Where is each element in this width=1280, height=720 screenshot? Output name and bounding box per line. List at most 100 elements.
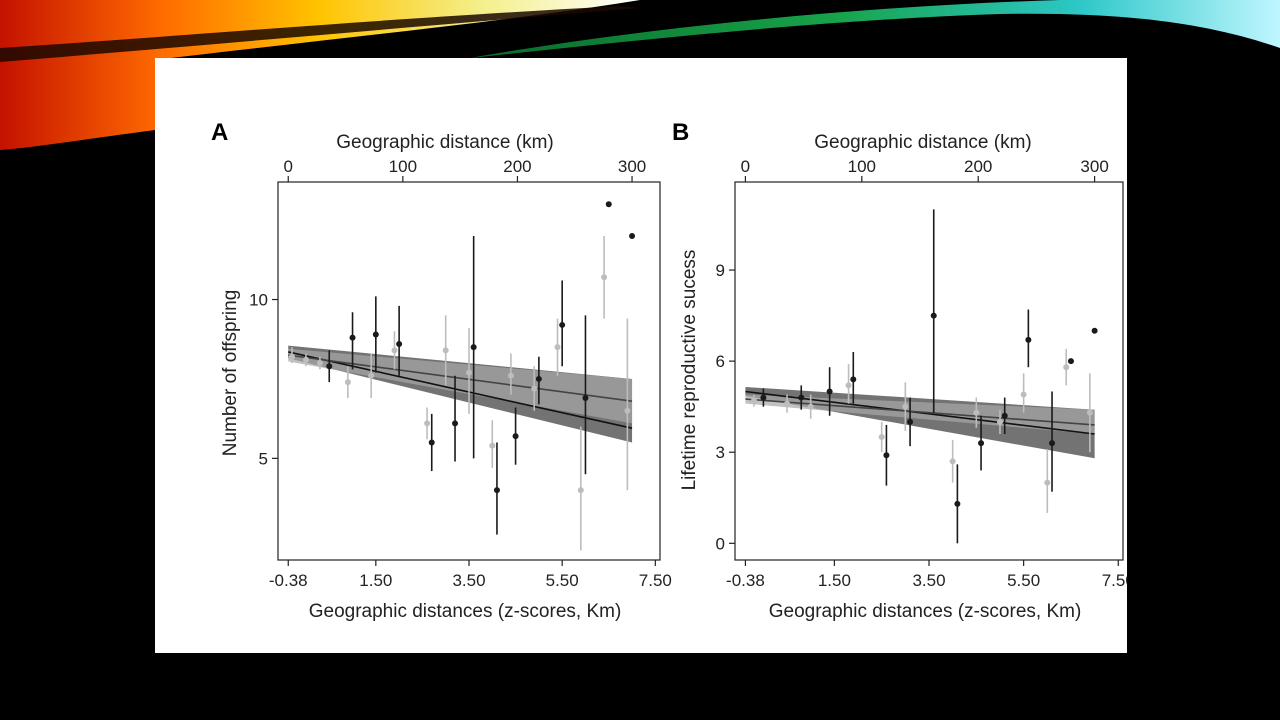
panel-a-point-1-5 bbox=[391, 347, 398, 354]
panel-a-y-tick-label-1: 10 bbox=[249, 291, 268, 310]
panel-a-point-0-3 bbox=[396, 341, 403, 347]
panel-a-y-tick-label-0: 5 bbox=[259, 449, 268, 468]
panel-b-x-tick-label-4: 7.50 bbox=[1102, 571, 1127, 590]
panel-b-point-1-4 bbox=[878, 434, 885, 441]
panel-a-point-0-2 bbox=[372, 331, 379, 338]
panel-a-fit-line-0 bbox=[288, 351, 633, 429]
panel-b-point-0-2 bbox=[826, 388, 833, 395]
banner-dark-stripe bbox=[0, 6, 640, 62]
panel-a-point-0-7 bbox=[493, 487, 500, 494]
panel-b-x-tick-label-0: -0.38 bbox=[726, 571, 765, 590]
panel-b-x2-tick-label-0: 0 bbox=[741, 157, 750, 176]
panel-a-x-tick-label-4: 7.50 bbox=[639, 571, 672, 590]
panel-b-point-1-8 bbox=[996, 418, 1003, 425]
panel-b-y-tick-label-0: 0 bbox=[716, 534, 725, 553]
chart-canvas: A Geographic distance (km) Geographic di… bbox=[211, 119, 1127, 622]
panel-a-point-0-12 bbox=[605, 201, 612, 208]
top-axis-title-a: Geographic distance (km) bbox=[336, 132, 554, 153]
panel-a-x-tick-label-0: -0.38 bbox=[269, 571, 308, 590]
panel-a-point-1-8 bbox=[466, 369, 472, 376]
panel-b-x2-tick-label-3: 300 bbox=[1080, 157, 1108, 176]
panel-a-point-0-0 bbox=[326, 363, 333, 370]
panel-b-point-0-10 bbox=[1025, 336, 1032, 343]
panel-b-point-1-3 bbox=[845, 382, 852, 389]
panel-b-point-0-13 bbox=[1091, 327, 1098, 334]
panel-a-point-1-9 bbox=[489, 442, 496, 449]
panel-b-point-1-7 bbox=[973, 409, 980, 416]
plot-area-a: -0.38 1.50 3.50 5.50 7.50 0 100 200 300 5 10 bbox=[249, 157, 672, 590]
panel-b-point-0-1 bbox=[798, 394, 805, 401]
panel-b-point-0-4 bbox=[883, 452, 890, 459]
banner-cool-swoosh bbox=[470, 0, 1280, 58]
panel-b-y-tick-label-1: 3 bbox=[716, 443, 725, 462]
panel-a-x-tick-label-2: 3.50 bbox=[452, 571, 485, 590]
panel-b-point-0-6 bbox=[930, 312, 937, 319]
panel-b-point-0-5 bbox=[907, 418, 914, 425]
panel-a-point-1-0 bbox=[288, 353, 295, 360]
panel-a-x2-tick-label-3: 300 bbox=[618, 157, 646, 176]
panel-b-point-1-9 bbox=[1020, 391, 1027, 398]
panel-b-point-1-0 bbox=[750, 397, 757, 404]
panel-a-point-1-1 bbox=[302, 356, 309, 363]
panel-a-point-0-1 bbox=[349, 334, 356, 341]
panel-b-point-1-11 bbox=[1063, 364, 1070, 371]
panel-b-point-1-10 bbox=[1044, 479, 1051, 486]
panel-a-point-1-3 bbox=[344, 379, 351, 386]
panel-b-y-tick-label-3: 9 bbox=[716, 261, 725, 280]
panel-a-point-1-2 bbox=[316, 360, 323, 367]
panel-a-x2-tick-label-1: 100 bbox=[389, 157, 417, 176]
panel-b-x-tick-label-3: 5.50 bbox=[1007, 571, 1040, 590]
panel-b-fit-line-1 bbox=[745, 398, 1095, 426]
bottom-axis-title-a: Geographic distances (z-scores, Km) bbox=[309, 601, 622, 622]
panel-a-ci-band-1 bbox=[288, 348, 633, 424]
panel-b-point-1-12 bbox=[1086, 409, 1093, 416]
panel-a-point-1-11 bbox=[531, 385, 538, 392]
panel-a-point-0-5 bbox=[452, 420, 459, 427]
panel-a-point-1-10 bbox=[507, 372, 514, 379]
panel-letter-a: A bbox=[211, 119, 228, 146]
panel-a-point-0-6 bbox=[470, 344, 477, 351]
panel-a-point-1-7 bbox=[442, 347, 449, 354]
panel-b: B Geographic distance (km) Geographic di… bbox=[672, 119, 1127, 622]
panel-a-point-0-10 bbox=[559, 321, 566, 328]
panel-a-point-0-4 bbox=[428, 439, 435, 446]
panel-a-point-1-4 bbox=[368, 372, 375, 379]
panel-b-x-tick-label-2: 3.50 bbox=[912, 571, 945, 590]
panel-b-y-tick-label-2: 6 bbox=[716, 352, 725, 371]
panel-a-point-0-9 bbox=[535, 375, 542, 382]
panel-a-x2-tick-label-2: 200 bbox=[503, 157, 531, 176]
panel-b-point-0-0 bbox=[760, 394, 767, 401]
panel-b-point-0-11 bbox=[1049, 440, 1056, 447]
panel-a-point-0-11 bbox=[582, 395, 589, 401]
panel-a-point-1-6 bbox=[424, 420, 431, 427]
panel-b-x2-tick-label-2: 200 bbox=[964, 157, 992, 176]
y-axis-title-a: Number of offspring bbox=[220, 290, 241, 457]
panel-a-point-1-13 bbox=[577, 487, 584, 494]
panel-b-point-0-9 bbox=[1001, 412, 1008, 419]
panel-a-point-1-14 bbox=[601, 274, 608, 281]
panel-a-point-1-15 bbox=[624, 407, 631, 414]
panel-b-point-1-5 bbox=[902, 403, 909, 410]
panel-a-x-tick-label-3: 5.50 bbox=[546, 571, 579, 590]
panel-b-point-1-2 bbox=[807, 403, 814, 410]
panel-a-point-1-12 bbox=[554, 344, 561, 351]
plot-area-b: -0.38 1.50 3.50 5.50 7.50 0 100 200 300 0 3 6 9 bbox=[716, 157, 1127, 590]
bottom-axis-title-b: Geographic distances (z-scores, Km) bbox=[769, 601, 1082, 622]
y-axis-title-b: Lifetime reproductive sucess bbox=[679, 250, 700, 491]
top-axis-title-b: Geographic distance (km) bbox=[814, 132, 1032, 153]
plot-frame-b bbox=[734, 181, 1124, 561]
panel-a: A Geographic distance (km) Geographic di… bbox=[211, 119, 672, 622]
panel-b-x2-tick-label-1: 100 bbox=[848, 157, 876, 176]
panel-a-x-tick-label-1: 1.50 bbox=[359, 571, 392, 590]
panel-a-x2-tick-label-0: 0 bbox=[284, 157, 293, 176]
panel-b-point-1-1 bbox=[784, 400, 791, 407]
figure-panel: A Geographic distance (km) Geographic di… bbox=[155, 58, 1127, 653]
panel-b-point-0-12 bbox=[1067, 358, 1074, 365]
panel-a-point-0-13 bbox=[629, 233, 636, 239]
slide-banner bbox=[0, 0, 1280, 150]
panel-b-point-0-3 bbox=[850, 376, 857, 383]
panel-a-fit-line-1 bbox=[288, 354, 633, 402]
panel-b-point-1-6 bbox=[949, 458, 956, 465]
panel-b-point-0-8 bbox=[978, 440, 985, 447]
panel-b-x-tick-label-1: 1.50 bbox=[818, 571, 851, 590]
